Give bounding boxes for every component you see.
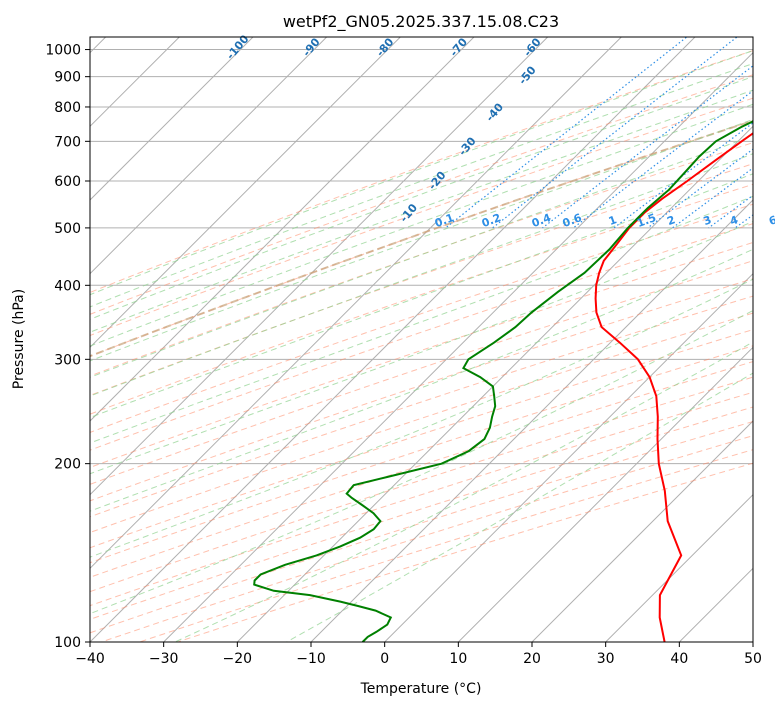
dry-adiabat-line xyxy=(138,449,753,642)
mixing-ratio-label: 0.6 xyxy=(561,211,584,230)
x-axis-label: Temperature (°C) xyxy=(360,681,482,697)
dry-adiabat-line xyxy=(176,462,753,642)
mixing-ratio-label: 0.2 xyxy=(480,211,503,230)
chart-title: wetPf2_GN05.2025.337.15.08.C23 xyxy=(283,12,559,32)
mixing-ratio-label: 3 xyxy=(702,213,714,228)
dewpoint-profile-line xyxy=(253,120,753,642)
dry-adiabat-line xyxy=(90,406,753,620)
dry-adiabat-line xyxy=(90,74,753,315)
sounding-profiles xyxy=(253,120,753,642)
isotherm-line xyxy=(384,272,753,642)
mixing-ratio-label: 2 xyxy=(665,213,677,228)
moist-adiabat-line xyxy=(90,278,753,558)
temperature-profile-line xyxy=(594,132,753,642)
x-tick-label: 0 xyxy=(380,651,389,667)
mixing-ratio-line xyxy=(613,122,753,229)
isotherm-line xyxy=(531,420,753,642)
isotherm-line xyxy=(236,125,753,642)
moist-adiabat-line xyxy=(90,173,753,419)
dry-adiabat-line xyxy=(90,50,753,293)
mixing-ratio-line xyxy=(492,37,739,229)
y-tick-label: 300 xyxy=(54,352,81,368)
isotherm-line xyxy=(90,37,254,201)
isotherm-line xyxy=(90,37,328,275)
dry-adiabat-zero-line xyxy=(90,119,753,358)
y-tick-label: 400 xyxy=(54,278,81,294)
dry-adiabat-line xyxy=(90,203,753,433)
moist-adiabat-line xyxy=(90,220,753,475)
x-tick-label: 10 xyxy=(449,651,467,667)
dry-adiabat-line xyxy=(90,241,753,468)
axis-ticks: −40 −30 −20 −10 0 10 20 30 40 50 100 200 300 400 500 60… xyxy=(45,43,762,667)
mixing-ratio-line xyxy=(572,89,753,229)
isotherm-line xyxy=(90,37,549,496)
dry-adiabat-line xyxy=(90,391,753,607)
dry-adiabat-line xyxy=(90,421,753,634)
y-tick-label: 500 xyxy=(54,221,81,237)
x-tick-label: −40 xyxy=(75,651,105,667)
mixing-ratio-line xyxy=(445,37,688,229)
dry-adiabat-line xyxy=(90,345,753,564)
isotherm-line xyxy=(90,37,622,570)
y-tick-label: 600 xyxy=(54,174,81,190)
mixing-ratio-label: 0.4 xyxy=(530,211,553,230)
dry-adiabat-line xyxy=(90,97,753,337)
isotherm-line xyxy=(90,37,401,349)
x-tick-label: 50 xyxy=(744,651,762,667)
mixing-ratio-label: 4 xyxy=(728,213,740,228)
background-lines xyxy=(90,37,753,642)
moist-adiabat-line xyxy=(90,248,753,512)
x-tick-label: −10 xyxy=(296,651,326,667)
dry-adiabat-line xyxy=(90,183,753,415)
moist-adiabat-line xyxy=(90,309,753,615)
dry-adiabat-line xyxy=(90,223,753,451)
moist-adiabat-line xyxy=(90,153,753,397)
moist-adiabat-line xyxy=(90,118,753,362)
y-tick-label: 1000 xyxy=(45,43,81,59)
moist-adiabat-line xyxy=(286,372,753,642)
dry-adiabat-line xyxy=(90,312,753,533)
plot-frame xyxy=(89,36,754,643)
y-tick-label: 800 xyxy=(54,100,81,116)
moist-adiabat-line xyxy=(174,341,753,642)
mixing-ratio-label: 1.5 xyxy=(635,211,658,230)
x-tick-label: 30 xyxy=(597,651,615,667)
y-tick-label: 900 xyxy=(54,70,81,86)
isotherm-line xyxy=(310,199,753,642)
dry-adiabat-line xyxy=(90,329,753,549)
x-tick-label: 20 xyxy=(523,651,541,667)
isotherm-line xyxy=(457,346,753,642)
y-tick-label: 200 xyxy=(54,457,81,473)
y-tick-label: 700 xyxy=(54,134,81,150)
mixing-ratio-label: 1 xyxy=(607,213,619,228)
isotherm-line xyxy=(90,37,696,642)
y-axis-label: Pressure (hPa) xyxy=(11,289,27,389)
isotherm-line xyxy=(163,51,753,642)
isotherm-line xyxy=(90,37,475,422)
mixing-ratio-label: 6 xyxy=(767,213,775,228)
mixing-ratio-label: 0.1 xyxy=(433,211,456,230)
x-tick-label: 40 xyxy=(670,651,688,667)
moist-adiabat-line xyxy=(90,89,753,333)
y-tick-label: 100 xyxy=(54,635,81,651)
dry-adiabat-line xyxy=(90,295,753,518)
x-tick-label: −20 xyxy=(223,651,253,667)
x-tick-label: −30 xyxy=(149,651,179,667)
mixing-ratio-line xyxy=(672,167,753,229)
isotherm-line xyxy=(605,493,753,642)
